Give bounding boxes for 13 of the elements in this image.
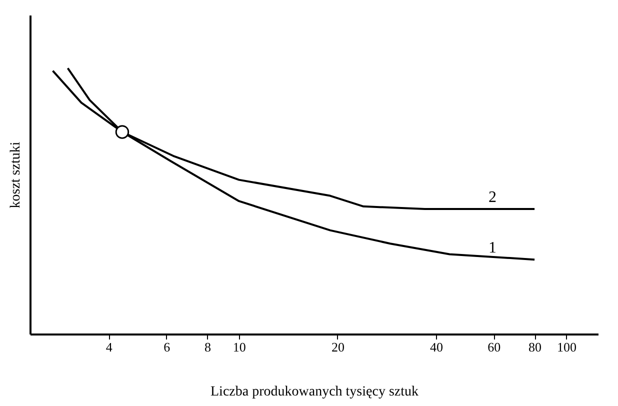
series-label: 1	[488, 240, 497, 257]
x-tick-label: 60	[488, 340, 501, 354]
x-tick-label: 80	[528, 340, 542, 354]
x-tick-label: 40	[430, 340, 444, 354]
x-tick-label: 6	[164, 340, 171, 354]
x-axis-title: Liczba produkowanych tysięcy sztuk	[210, 384, 418, 400]
x-tick-label: 8	[204, 340, 211, 354]
series-label: 2	[488, 189, 497, 206]
x-tick-label: 10	[232, 340, 246, 354]
x-tick-label: 20	[331, 340, 344, 354]
x-tick-label: 4	[106, 340, 113, 354]
x-tick-label: 100	[557, 340, 577, 354]
y-axis-title: koszt sztuki	[8, 142, 24, 208]
